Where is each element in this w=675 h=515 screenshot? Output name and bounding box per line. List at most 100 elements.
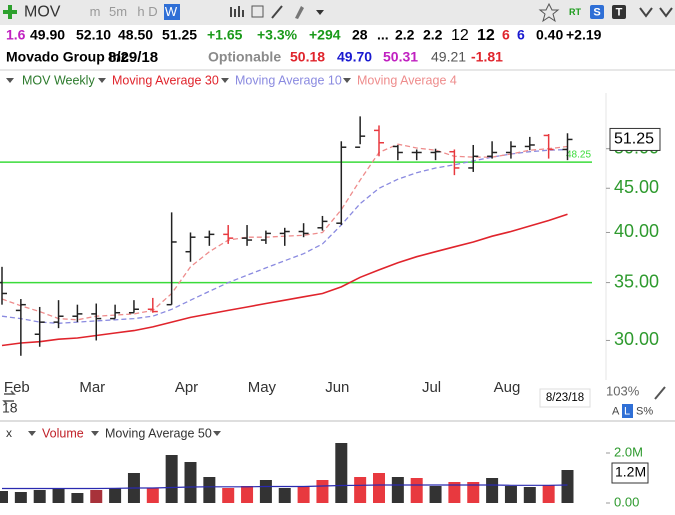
quote-value: -1.81 xyxy=(471,49,503,65)
interval-selected xyxy=(164,4,180,20)
volume-bar xyxy=(448,482,461,503)
volume-bar xyxy=(542,485,555,503)
interval-button[interactable]: m xyxy=(90,4,101,19)
x-tick-label: Mar xyxy=(79,379,105,396)
volume-bar xyxy=(165,455,178,503)
volume-bar xyxy=(429,486,442,503)
date-label: 8/23/18 xyxy=(546,392,584,404)
volume-bar xyxy=(523,487,536,503)
quote-value: 51.25 xyxy=(162,27,197,43)
rt-badge: RT xyxy=(569,7,581,17)
x-tick-label: Jun xyxy=(325,379,349,396)
quote-value: 49.21 xyxy=(431,49,466,65)
interval-button[interactable]: h xyxy=(137,4,144,19)
volume-bar xyxy=(146,488,159,503)
volume-bar xyxy=(467,482,480,503)
quote-value: 48.50 xyxy=(118,27,153,43)
y-tick-label: 30.00 xyxy=(614,329,659,349)
quote-value: +3.3% xyxy=(257,27,298,43)
quote-bg xyxy=(0,25,675,71)
legend-entry: Moving Average 10 xyxy=(235,73,342,87)
pencil-icon[interactable] xyxy=(295,6,304,19)
y-tick-label: 0.00 xyxy=(614,494,639,509)
y-tick-label: 35.00 xyxy=(614,271,659,291)
scale-button[interactable]: A xyxy=(612,405,620,417)
legend-entry: Moving Average 30 xyxy=(112,73,219,87)
volume-bar xyxy=(316,480,329,503)
volume-bar xyxy=(90,490,103,503)
pane-close[interactable]: x xyxy=(6,426,12,440)
quote-value: 50.18 xyxy=(290,49,325,65)
volume-bar xyxy=(0,491,8,503)
quote-value: ... xyxy=(377,27,389,43)
scale-button-bg xyxy=(622,404,633,418)
dropdown[interactable] xyxy=(28,431,36,436)
dropdown[interactable] xyxy=(91,431,99,436)
refresh-icon[interactable] xyxy=(2,390,16,405)
quote-value: 1.6 xyxy=(6,27,26,43)
x-tick-label: Apr xyxy=(175,379,198,396)
line-label: 48.25 xyxy=(566,150,591,161)
bars-icon[interactable] xyxy=(230,6,244,17)
quote-value: Optionable xyxy=(208,49,281,65)
add-icon[interactable] xyxy=(3,5,17,19)
quote-value: 8/29/18 xyxy=(108,49,158,66)
volume-bar xyxy=(14,492,27,503)
quote-value: 0.40 xyxy=(536,27,563,43)
legend-entry: Moving Average 4 xyxy=(357,73,457,87)
toolbar-bg xyxy=(0,0,675,25)
draw-icon[interactable] xyxy=(271,5,283,19)
dropdown[interactable] xyxy=(6,78,14,83)
x-tick-label: Aug xyxy=(494,379,521,396)
legend-entry: Moving Average 50 xyxy=(105,426,212,440)
quote-value: 6 xyxy=(502,27,510,43)
t-label: T xyxy=(616,6,623,18)
star-icon[interactable] xyxy=(538,2,560,23)
quote-value: 49.70 xyxy=(337,49,372,65)
s-button[interactable] xyxy=(590,5,604,19)
dropdown[interactable] xyxy=(98,78,106,83)
volume-bar xyxy=(203,477,216,503)
interval-button[interactable]: D xyxy=(148,4,157,19)
last-volume-label: 1.2M xyxy=(615,464,646,480)
volume-bar xyxy=(504,486,517,503)
quote-value: 6 xyxy=(517,27,525,43)
volume-bar xyxy=(297,487,310,503)
quote-value: 2.2 xyxy=(423,27,443,43)
dropdown[interactable] xyxy=(213,431,221,436)
scale-button[interactable]: L xyxy=(624,405,630,417)
y-tick-label: 2.0M xyxy=(614,444,643,459)
interval-button[interactable]: W xyxy=(165,4,178,19)
company-name: Movado Group Inc xyxy=(6,49,129,65)
x-tick-label: Jul xyxy=(422,379,441,396)
volume-bar xyxy=(52,488,65,503)
dropdown[interactable] xyxy=(316,10,324,15)
t-button[interactable] xyxy=(612,5,626,19)
volume-bar xyxy=(373,473,385,503)
grid-icon[interactable] xyxy=(251,5,264,18)
scale-button[interactable]: S% xyxy=(636,405,653,417)
zoom-label[interactable]: 103% xyxy=(606,383,640,398)
y-tick-label: 45.00 xyxy=(614,177,659,197)
quote-value: 52.10 xyxy=(76,27,111,43)
dropdown[interactable] xyxy=(221,78,229,83)
dropdown[interactable] xyxy=(343,78,351,83)
volume-bar xyxy=(33,490,46,503)
volume-bar xyxy=(184,462,197,503)
y-tick-label: 40.00 xyxy=(614,221,659,241)
interval-button[interactable]: 5m xyxy=(109,4,127,19)
last-price-box xyxy=(609,127,661,151)
zoom-icon[interactable] xyxy=(654,386,666,400)
volume-bar xyxy=(354,477,367,503)
volume-bar xyxy=(486,478,499,503)
quote-value: +2.19 xyxy=(566,27,602,43)
symbol[interactable]: MOV xyxy=(24,4,61,21)
volume-bar xyxy=(241,486,254,503)
quote-value: 2.2 xyxy=(395,27,415,43)
last-volume-box xyxy=(611,462,649,484)
window-arrows[interactable] xyxy=(639,7,673,18)
quote-value: 12 xyxy=(451,27,469,44)
x-tick-label: Feb xyxy=(4,379,30,396)
